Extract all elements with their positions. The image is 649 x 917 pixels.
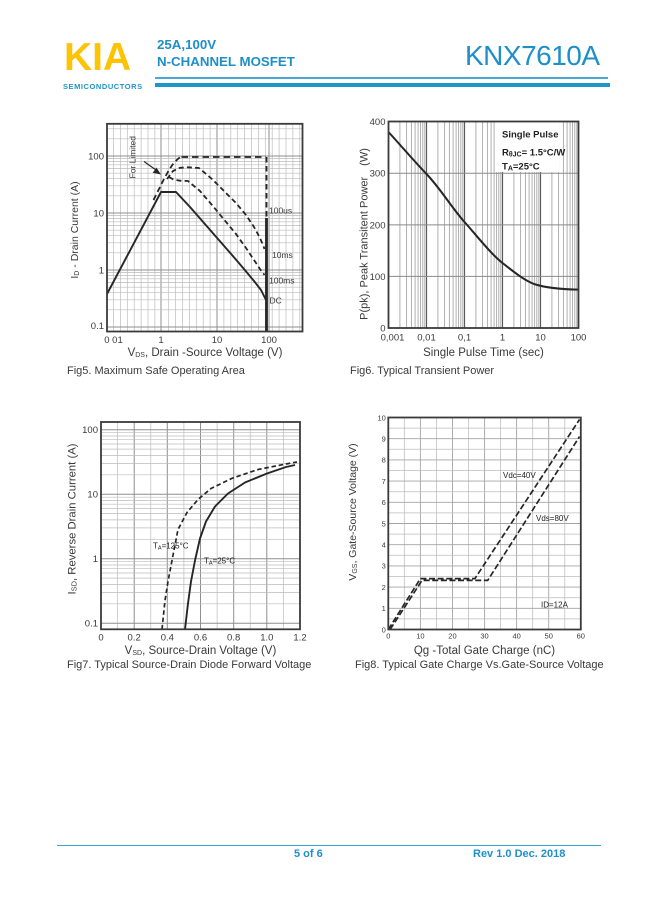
svg-text:10: 10 xyxy=(93,208,104,219)
svg-text:100us: 100us xyxy=(269,206,292,216)
svg-text:0: 0 xyxy=(386,632,390,641)
svg-text:2: 2 xyxy=(382,583,386,592)
svg-text:1.0: 1.0 xyxy=(260,633,273,644)
svg-text:400: 400 xyxy=(370,117,386,128)
svg-text:Fig5. Maximum Safe Operating A: Fig5. Maximum Safe Operating Area xyxy=(67,365,246,377)
svg-text:100ms: 100ms xyxy=(269,276,295,286)
svg-text:VDS, Drain -Source Voltage (V): VDS, Drain -Source Voltage (V) xyxy=(128,347,283,359)
svg-text:1: 1 xyxy=(158,335,163,346)
svg-text:0.4: 0.4 xyxy=(161,633,174,644)
svg-text:ID=12A: ID=12A xyxy=(541,601,569,610)
svg-text:TA=25°C: TA=25°C xyxy=(204,557,235,567)
svg-text:100: 100 xyxy=(82,425,98,436)
svg-text:0.6: 0.6 xyxy=(194,633,207,644)
svg-text:0,1: 0,1 xyxy=(458,333,471,344)
svg-text:Fig8. Typical Gate Charge Vs.G: Fig8. Typical Gate Charge Vs.Gate-Source… xyxy=(355,659,604,671)
svg-text:1: 1 xyxy=(93,554,98,565)
svg-text:1: 1 xyxy=(500,333,505,344)
svg-text:Single Pulse: Single Pulse xyxy=(502,130,559,141)
svg-text:Vds=80V: Vds=80V xyxy=(536,514,569,523)
svg-text:100: 100 xyxy=(261,335,277,346)
svg-text:10: 10 xyxy=(212,335,223,346)
svg-text:ISD, Reverse Drain Current (A): ISD, Reverse Drain Current (A) xyxy=(67,443,79,594)
svg-text:6: 6 xyxy=(382,498,386,507)
svg-text:Qg -Total Gate Charge (nC): Qg -Total Gate Charge (nC) xyxy=(414,645,555,657)
svg-text:0 01: 0 01 xyxy=(104,335,123,346)
svg-text:1.2: 1.2 xyxy=(293,633,306,644)
svg-text:DC: DC xyxy=(270,296,282,306)
svg-text:8: 8 xyxy=(382,456,386,465)
svg-text:10: 10 xyxy=(87,490,98,501)
svg-text:0.1: 0.1 xyxy=(85,619,98,630)
svg-text:200: 200 xyxy=(370,220,386,231)
svg-text:0: 0 xyxy=(98,633,103,644)
svg-text:40: 40 xyxy=(512,632,520,641)
svg-text:1: 1 xyxy=(99,265,104,276)
svg-text:VSD, Source-Drain Voltage (V): VSD, Source-Drain Voltage (V) xyxy=(125,645,277,657)
svg-text:1: 1 xyxy=(382,604,386,613)
svg-text:3: 3 xyxy=(382,562,386,571)
svg-text:TA=25°C: TA=25°C xyxy=(502,162,540,173)
svg-text:TA=125°C: TA=125°C xyxy=(153,542,189,552)
svg-text:10: 10 xyxy=(535,333,546,344)
svg-text:RθJC= 1.5°C/W: RθJC= 1.5°C/W xyxy=(502,148,565,159)
svg-text:5: 5 xyxy=(382,519,386,528)
svg-text:0: 0 xyxy=(380,323,385,334)
svg-text:100: 100 xyxy=(88,151,104,162)
svg-text:60: 60 xyxy=(577,632,585,641)
svg-text:Fig7. Typical Source-Drain Dio: Fig7. Typical Source-Drain Diode Forward… xyxy=(67,659,311,671)
svg-text:100: 100 xyxy=(370,272,386,283)
svg-text:ID - Drain Current (A): ID - Drain Current (A) xyxy=(69,181,81,278)
svg-text:7: 7 xyxy=(382,477,386,486)
svg-text:Single Pulse Time (sec): Single Pulse Time (sec) xyxy=(423,347,544,359)
svg-text:4: 4 xyxy=(382,541,386,550)
svg-text:P(pk), Peak Transitent Power (: P(pk), Peak Transitent Power (W) xyxy=(359,148,371,320)
svg-text:10: 10 xyxy=(377,413,385,422)
svg-text:0,01: 0,01 xyxy=(417,333,436,344)
svg-text:10: 10 xyxy=(416,632,424,641)
svg-text:For Limited: For Limited xyxy=(128,136,138,179)
svg-text:0.1: 0.1 xyxy=(91,321,104,332)
svg-text:Vdc=40V: Vdc=40V xyxy=(503,471,536,480)
svg-text:10ms: 10ms xyxy=(272,250,293,260)
svg-text:Fig6. Typical Transient Power: Fig6. Typical Transient Power xyxy=(350,365,494,377)
svg-text:0,001: 0,001 xyxy=(381,333,405,344)
svg-text:VGS, Gate-Source Voltage (V): VGS, Gate-Source Voltage (V) xyxy=(347,443,359,580)
svg-text:0.8: 0.8 xyxy=(227,633,240,644)
svg-text:0.2: 0.2 xyxy=(128,633,141,644)
svg-text:50: 50 xyxy=(545,632,553,641)
svg-text:300: 300 xyxy=(370,169,386,180)
svg-text:100: 100 xyxy=(571,333,587,344)
svg-text:30: 30 xyxy=(480,632,488,641)
svg-text:9: 9 xyxy=(382,435,386,444)
svg-text:20: 20 xyxy=(448,632,456,641)
svg-text:0: 0 xyxy=(382,625,386,634)
